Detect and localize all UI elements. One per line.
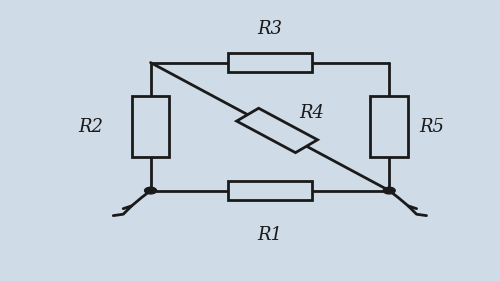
Bar bbox=[132, 96, 170, 157]
Bar bbox=[228, 181, 312, 200]
Text: R3: R3 bbox=[258, 20, 282, 38]
Circle shape bbox=[144, 187, 156, 194]
Text: R4: R4 bbox=[300, 104, 324, 122]
Text: R2: R2 bbox=[78, 117, 104, 136]
Text: R5: R5 bbox=[419, 117, 444, 136]
Bar bbox=[228, 53, 312, 72]
Bar bbox=[370, 96, 408, 157]
Polygon shape bbox=[236, 108, 318, 153]
Text: R1: R1 bbox=[258, 226, 282, 244]
Circle shape bbox=[384, 187, 395, 194]
